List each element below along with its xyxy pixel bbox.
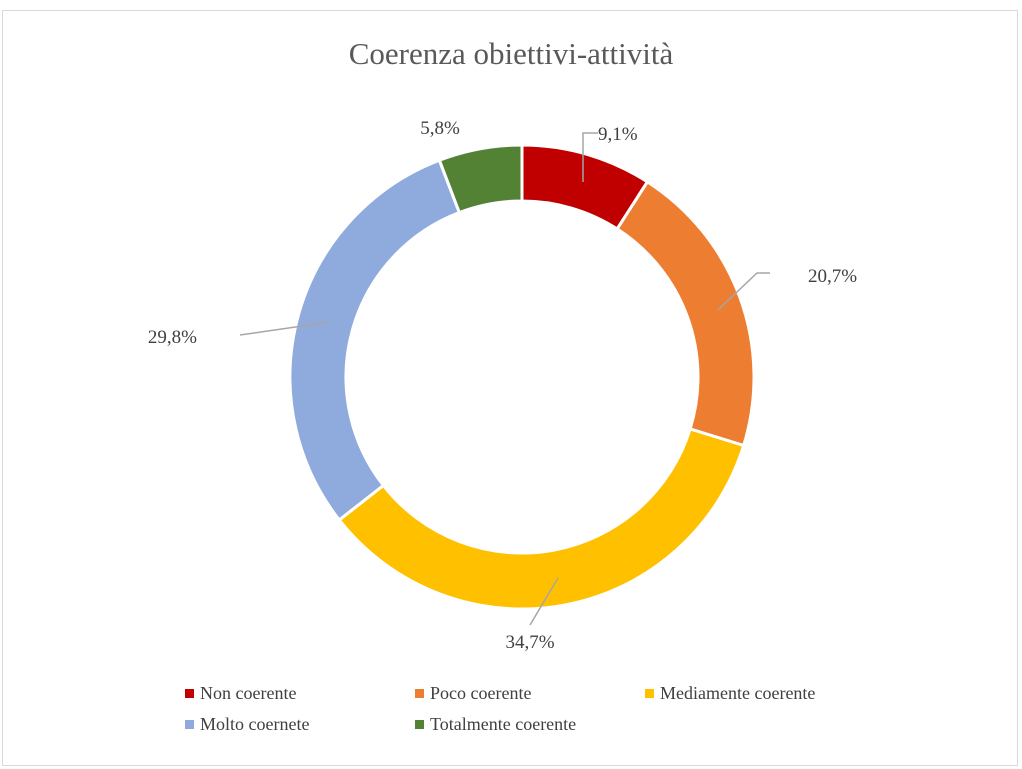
donut-slice-poco-coerente <box>615 179 756 448</box>
leader-line <box>582 132 598 182</box>
donut-slice-mediamente-coerente <box>337 427 746 611</box>
leader-line <box>239 321 331 336</box>
leader-line <box>717 272 770 311</box>
leader-line <box>529 577 559 626</box>
legend-item-totalmente-coerente: Totalmente coerente <box>415 714 576 735</box>
legend-item-mediamente-coerente: Mediamente coerente <box>645 683 815 704</box>
legend-label: Non coerente <box>200 683 297 703</box>
donut-slice-totalmente-coerente <box>437 143 524 215</box>
data-label: 34,7% <box>505 632 554 653</box>
data-label: 9,1% <box>598 124 638 145</box>
data-label: 5,8% <box>420 118 460 139</box>
legend-item-molto-coernete: Molto coernete <box>185 714 309 735</box>
chart-title: Coerenza obiettivi-attività <box>348 36 674 71</box>
chart-frame <box>2 10 1018 766</box>
legend-swatch <box>415 689 424 698</box>
donut-slice-molto-coernete <box>288 158 462 523</box>
legend-swatch <box>415 720 424 729</box>
data-label: 20,7% <box>808 266 857 287</box>
legend-label: Molto coernete <box>200 714 310 734</box>
legend-swatch <box>185 689 194 698</box>
legend-label: Poco coerente <box>430 683 532 703</box>
legend-label: Mediamente coerente <box>660 683 816 703</box>
data-label: 29,8% <box>148 327 197 348</box>
legend-swatch <box>645 689 654 698</box>
legend-label: Totalmente coerente <box>430 714 577 734</box>
legend-item-non-coerente: Non coerente <box>185 683 296 704</box>
legend-swatch <box>185 720 194 729</box>
legend-item-poco-coerente: Poco coerente <box>415 683 531 704</box>
